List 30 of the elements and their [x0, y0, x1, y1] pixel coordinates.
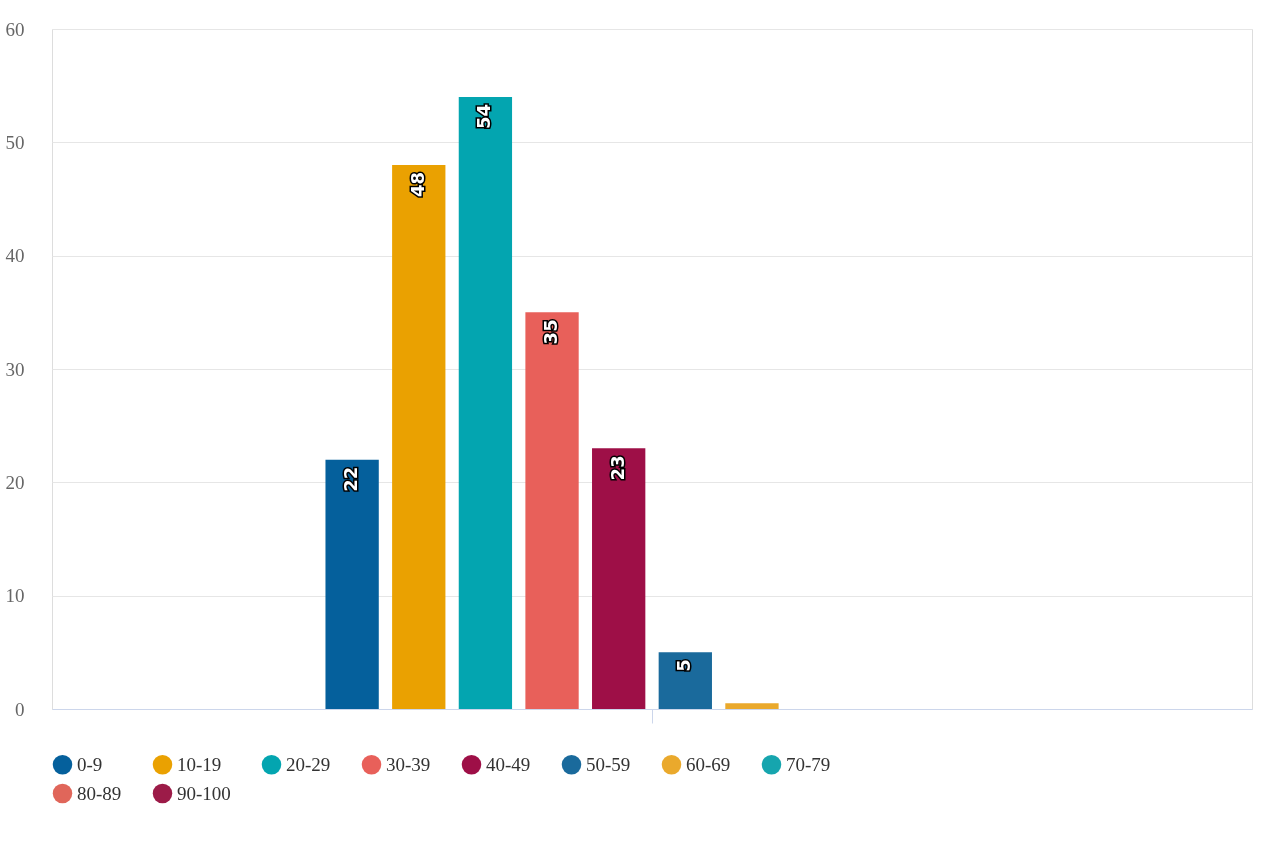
legend-label: 70-79	[786, 753, 831, 775]
y-tick-label: 0	[15, 698, 25, 720]
bar	[325, 459, 379, 709]
legend-label: 20-29	[286, 753, 331, 775]
data-label: 48	[406, 172, 428, 198]
data-label: 5	[673, 659, 695, 672]
data-label: 23	[606, 455, 628, 481]
bar	[658, 652, 712, 709]
y-tick-label: 20	[5, 471, 25, 493]
y-tick-label: 30	[5, 358, 25, 380]
legend-label: 30-39	[386, 753, 431, 775]
y-tick-label: 10	[5, 585, 25, 607]
legend-label: 10-19	[177, 753, 222, 775]
legend-label: 40-49	[486, 753, 531, 775]
legend-label: 50-59	[586, 753, 631, 775]
legend-label: 0-9	[77, 753, 103, 775]
bar	[592, 448, 646, 709]
y-tick-label: 40	[5, 245, 25, 267]
bar	[458, 97, 513, 709]
y-tick-label: 60	[5, 18, 25, 40]
y-tick-label: 50	[5, 131, 25, 153]
bar	[392, 165, 446, 709]
bar	[525, 312, 579, 709]
bar	[725, 703, 779, 709]
data-label: 54	[473, 104, 495, 130]
data-label: 22	[340, 466, 362, 492]
legend-label: 90-100	[177, 782, 231, 804]
legend-label: 80-89	[77, 782, 122, 804]
data-label: 35	[540, 319, 562, 345]
legend-label: 60-69	[686, 753, 731, 775]
